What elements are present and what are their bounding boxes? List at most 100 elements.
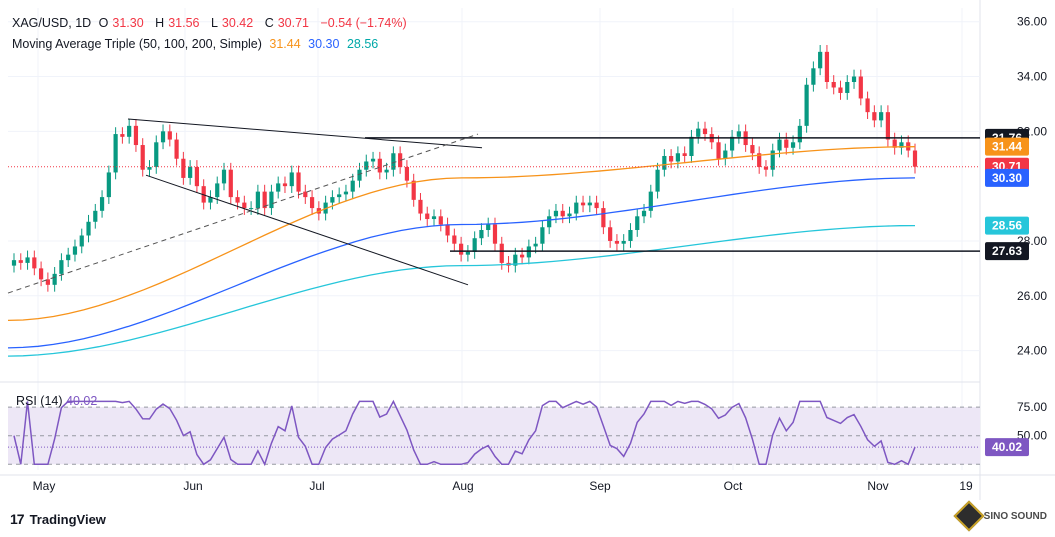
candle-body[interactable]	[235, 197, 240, 203]
candle-body[interactable]	[52, 273, 57, 285]
candle-body[interactable]	[93, 210, 98, 222]
candle-body[interactable]	[601, 208, 606, 228]
candle-body[interactable]	[343, 191, 349, 195]
candle-body[interactable]	[445, 224, 450, 236]
candle-body[interactable]	[838, 87, 843, 93]
candle-body[interactable]	[879, 112, 884, 121]
candle-body[interactable]	[452, 235, 457, 244]
candle-body[interactable]	[59, 260, 64, 274]
candle-body[interactable]	[147, 166, 152, 170]
candle-body[interactable]	[255, 191, 260, 209]
candle-body[interactable]	[669, 156, 674, 162]
candle-body[interactable]	[648, 191, 653, 211]
candle-body[interactable]	[696, 128, 701, 137]
candle-body[interactable]	[269, 191, 274, 209]
candle-body[interactable]	[729, 136, 735, 151]
candle-body[interactable]	[655, 169, 660, 192]
candle-body[interactable]	[249, 208, 254, 210]
candle-body[interactable]	[689, 136, 694, 156]
candle-body[interactable]	[594, 202, 599, 209]
candle-body[interactable]	[872, 112, 877, 121]
candle-body[interactable]	[777, 139, 782, 151]
candle-body[interactable]	[45, 279, 50, 285]
candle-body[interactable]	[885, 112, 891, 140]
candle-body[interactable]	[750, 145, 755, 154]
candle-body[interactable]	[364, 161, 369, 170]
candle-body[interactable]	[472, 238, 477, 252]
candle-body[interactable]	[282, 183, 288, 187]
candle-body[interactable]	[106, 172, 111, 198]
candle-body[interactable]	[818, 51, 823, 69]
candle-body[interactable]	[574, 202, 579, 214]
candle-body[interactable]	[208, 197, 213, 203]
candle-body[interactable]	[621, 240, 626, 244]
candle-body[interactable]	[262, 191, 267, 209]
candle-body[interactable]	[628, 230, 633, 241]
candle-body[interactable]	[72, 246, 78, 255]
candle-body[interactable]	[851, 76, 857, 82]
candle-body[interactable]	[716, 142, 721, 159]
candle-body[interactable]	[66, 254, 71, 261]
candle-body[interactable]	[228, 169, 233, 198]
candle-body[interactable]	[431, 216, 437, 220]
candle-body[interactable]	[804, 84, 809, 126]
candle-body[interactable]	[635, 216, 640, 230]
trendline-upper[interactable]	[127, 118, 483, 149]
candle-body[interactable]	[296, 172, 301, 192]
candle-body[interactable]	[221, 169, 227, 184]
candle-body[interactable]	[174, 139, 179, 159]
candle-body[interactable]	[418, 199, 423, 214]
candle-body[interactable]	[38, 268, 44, 280]
candle-body[interactable]	[736, 131, 741, 137]
candle-body[interactable]	[858, 76, 863, 99]
candle-body[interactable]	[303, 191, 308, 198]
trendline-dashed[interactable]	[7, 133, 479, 294]
candle-body[interactable]	[662, 156, 667, 170]
candle-body[interactable]	[384, 169, 389, 173]
candle-body[interactable]	[79, 235, 84, 247]
candle-body[interactable]	[194, 166, 200, 187]
candle-body[interactable]	[499, 243, 504, 263]
candle-body[interactable]	[757, 153, 762, 167]
candle-body[interactable]	[32, 257, 37, 269]
candle-body[interactable]	[513, 254, 518, 266]
candle-body[interactable]	[770, 150, 775, 170]
candle-body[interactable]	[790, 142, 796, 148]
candle-body[interactable]	[18, 260, 23, 263]
candle-body[interactable]	[391, 153, 396, 170]
candle-body[interactable]	[540, 227, 545, 244]
candle-body[interactable]	[425, 213, 430, 220]
candle-body[interactable]	[370, 158, 376, 162]
candle-body[interactable]	[912, 150, 918, 167]
candle-body[interactable]	[519, 254, 525, 258]
candle-body[interactable]	[533, 243, 538, 247]
candle-body[interactable]	[682, 153, 687, 156]
candle-body[interactable]	[553, 210, 559, 217]
candle-body[interactable]	[276, 183, 281, 192]
candle-body[interactable]	[784, 139, 789, 148]
candle-body[interactable]	[702, 128, 708, 135]
candle-body[interactable]	[120, 134, 125, 137]
candle-body[interactable]	[567, 213, 572, 217]
trendline-lower[interactable]	[145, 174, 469, 286]
candle-body[interactable]	[547, 216, 552, 228]
candle-body[interactable]	[133, 125, 139, 146]
candle-body[interactable]	[824, 51, 830, 82]
candle-body[interactable]	[154, 142, 159, 167]
candle-body[interactable]	[465, 251, 470, 255]
candle-body[interactable]	[289, 172, 294, 187]
candle-body[interactable]	[181, 158, 186, 178]
candle-body[interactable]	[865, 98, 870, 113]
candle-body[interactable]	[492, 224, 498, 244]
candle-body[interactable]	[404, 166, 410, 181]
candle-body[interactable]	[350, 180, 355, 192]
candle-body[interactable]	[560, 210, 565, 217]
candle-body[interactable]	[127, 125, 132, 137]
candle-body[interactable]	[11, 260, 17, 266]
candle-body[interactable]	[438, 216, 443, 225]
candle-body[interactable]	[330, 197, 335, 203]
candle-body[interactable]	[25, 257, 30, 263]
candle-body[interactable]	[675, 153, 680, 162]
candle-body[interactable]	[797, 125, 802, 143]
